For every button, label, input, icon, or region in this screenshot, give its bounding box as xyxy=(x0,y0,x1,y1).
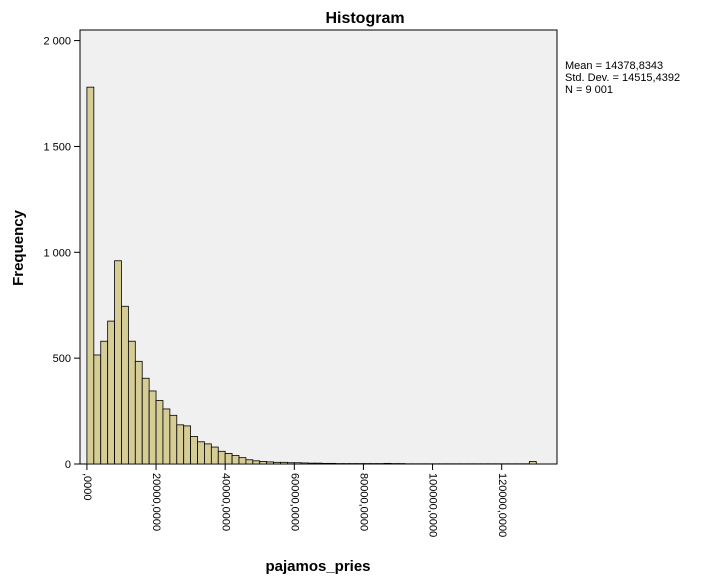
histogram-bar xyxy=(148,390,157,465)
y-tick-label: 0 xyxy=(65,459,71,471)
histogram-bar xyxy=(134,360,143,465)
x-tick-label: 120000,0000 xyxy=(496,473,508,537)
stats-n: N = 9 001 xyxy=(565,84,613,96)
histogram-bar xyxy=(328,462,337,465)
histogram-bar xyxy=(169,414,178,465)
x-axis: ,0000 20000,0000 40000,0000 60000,0000 80000… xyxy=(81,464,508,537)
histogram-bar xyxy=(252,460,261,465)
histogram-bar xyxy=(266,461,274,465)
histogram-bar xyxy=(210,446,219,465)
histogram-bar xyxy=(176,424,185,465)
histogram-bar xyxy=(293,462,302,465)
chart-title: Histogram xyxy=(325,10,404,27)
histogram-bar xyxy=(155,400,164,465)
histogram-bar xyxy=(528,461,537,465)
histogram-bar xyxy=(107,320,115,465)
x-axis-title: pajamos_pries xyxy=(265,558,370,575)
histogram-bar xyxy=(383,462,392,465)
y-tick-label: 1 500 xyxy=(43,141,71,153)
x-tick-label: 80000,0000 xyxy=(358,473,370,531)
y-axis-title: Frequency xyxy=(10,209,27,286)
histogram-bar xyxy=(127,340,136,465)
y-tick-label: 1 000 xyxy=(43,247,71,259)
stats-std-dev: Std. Dev. = 14515,4392 xyxy=(565,72,680,84)
histogram-bar xyxy=(300,462,309,465)
histogram-bar xyxy=(100,340,109,465)
histogram-bar xyxy=(286,462,295,465)
x-tick-label: ,0000 xyxy=(81,473,93,501)
histogram-bar xyxy=(273,461,281,465)
histogram-bar xyxy=(307,462,316,465)
x-tick-label: 40000,0000 xyxy=(219,473,231,531)
histogram-bar xyxy=(141,377,150,465)
x-tick-label: 60000,0000 xyxy=(288,473,300,531)
histogram-bar xyxy=(93,354,102,465)
x-tick-label: 20000,0000 xyxy=(150,473,162,531)
histogram-bar xyxy=(224,453,233,465)
y-tick-label: 2 000 xyxy=(43,36,71,48)
plot-area xyxy=(79,29,558,465)
histogram-bar xyxy=(114,260,122,465)
histogram-bar xyxy=(314,462,323,465)
bars-layer xyxy=(86,86,537,465)
histogram-bar xyxy=(231,455,240,465)
histogram-bar xyxy=(321,462,330,465)
histogram-bar xyxy=(259,461,268,465)
histogram-bar xyxy=(162,408,171,465)
histogram-bar xyxy=(86,86,95,465)
x-tick-label: 100000,0000 xyxy=(427,473,439,537)
histogram-bar xyxy=(238,457,247,465)
histogram-bar xyxy=(245,459,254,465)
y-tick-label: 500 xyxy=(53,353,71,365)
stats-mean: Mean = 14378,8343 xyxy=(565,60,663,72)
histogram-bar xyxy=(183,425,192,465)
histogram-bar xyxy=(204,443,212,465)
stats-legend: Mean = 14378,8343 Std. Dev. = 14515,4392… xyxy=(565,60,680,96)
histogram-bar xyxy=(190,436,198,465)
y-axis: 0 500 1 000 1 500 2 000 xyxy=(43,36,80,471)
histogram-bar xyxy=(280,461,288,465)
histogram-bar xyxy=(197,441,205,465)
histogram-bar xyxy=(217,450,226,465)
histogram-bar xyxy=(121,305,129,465)
